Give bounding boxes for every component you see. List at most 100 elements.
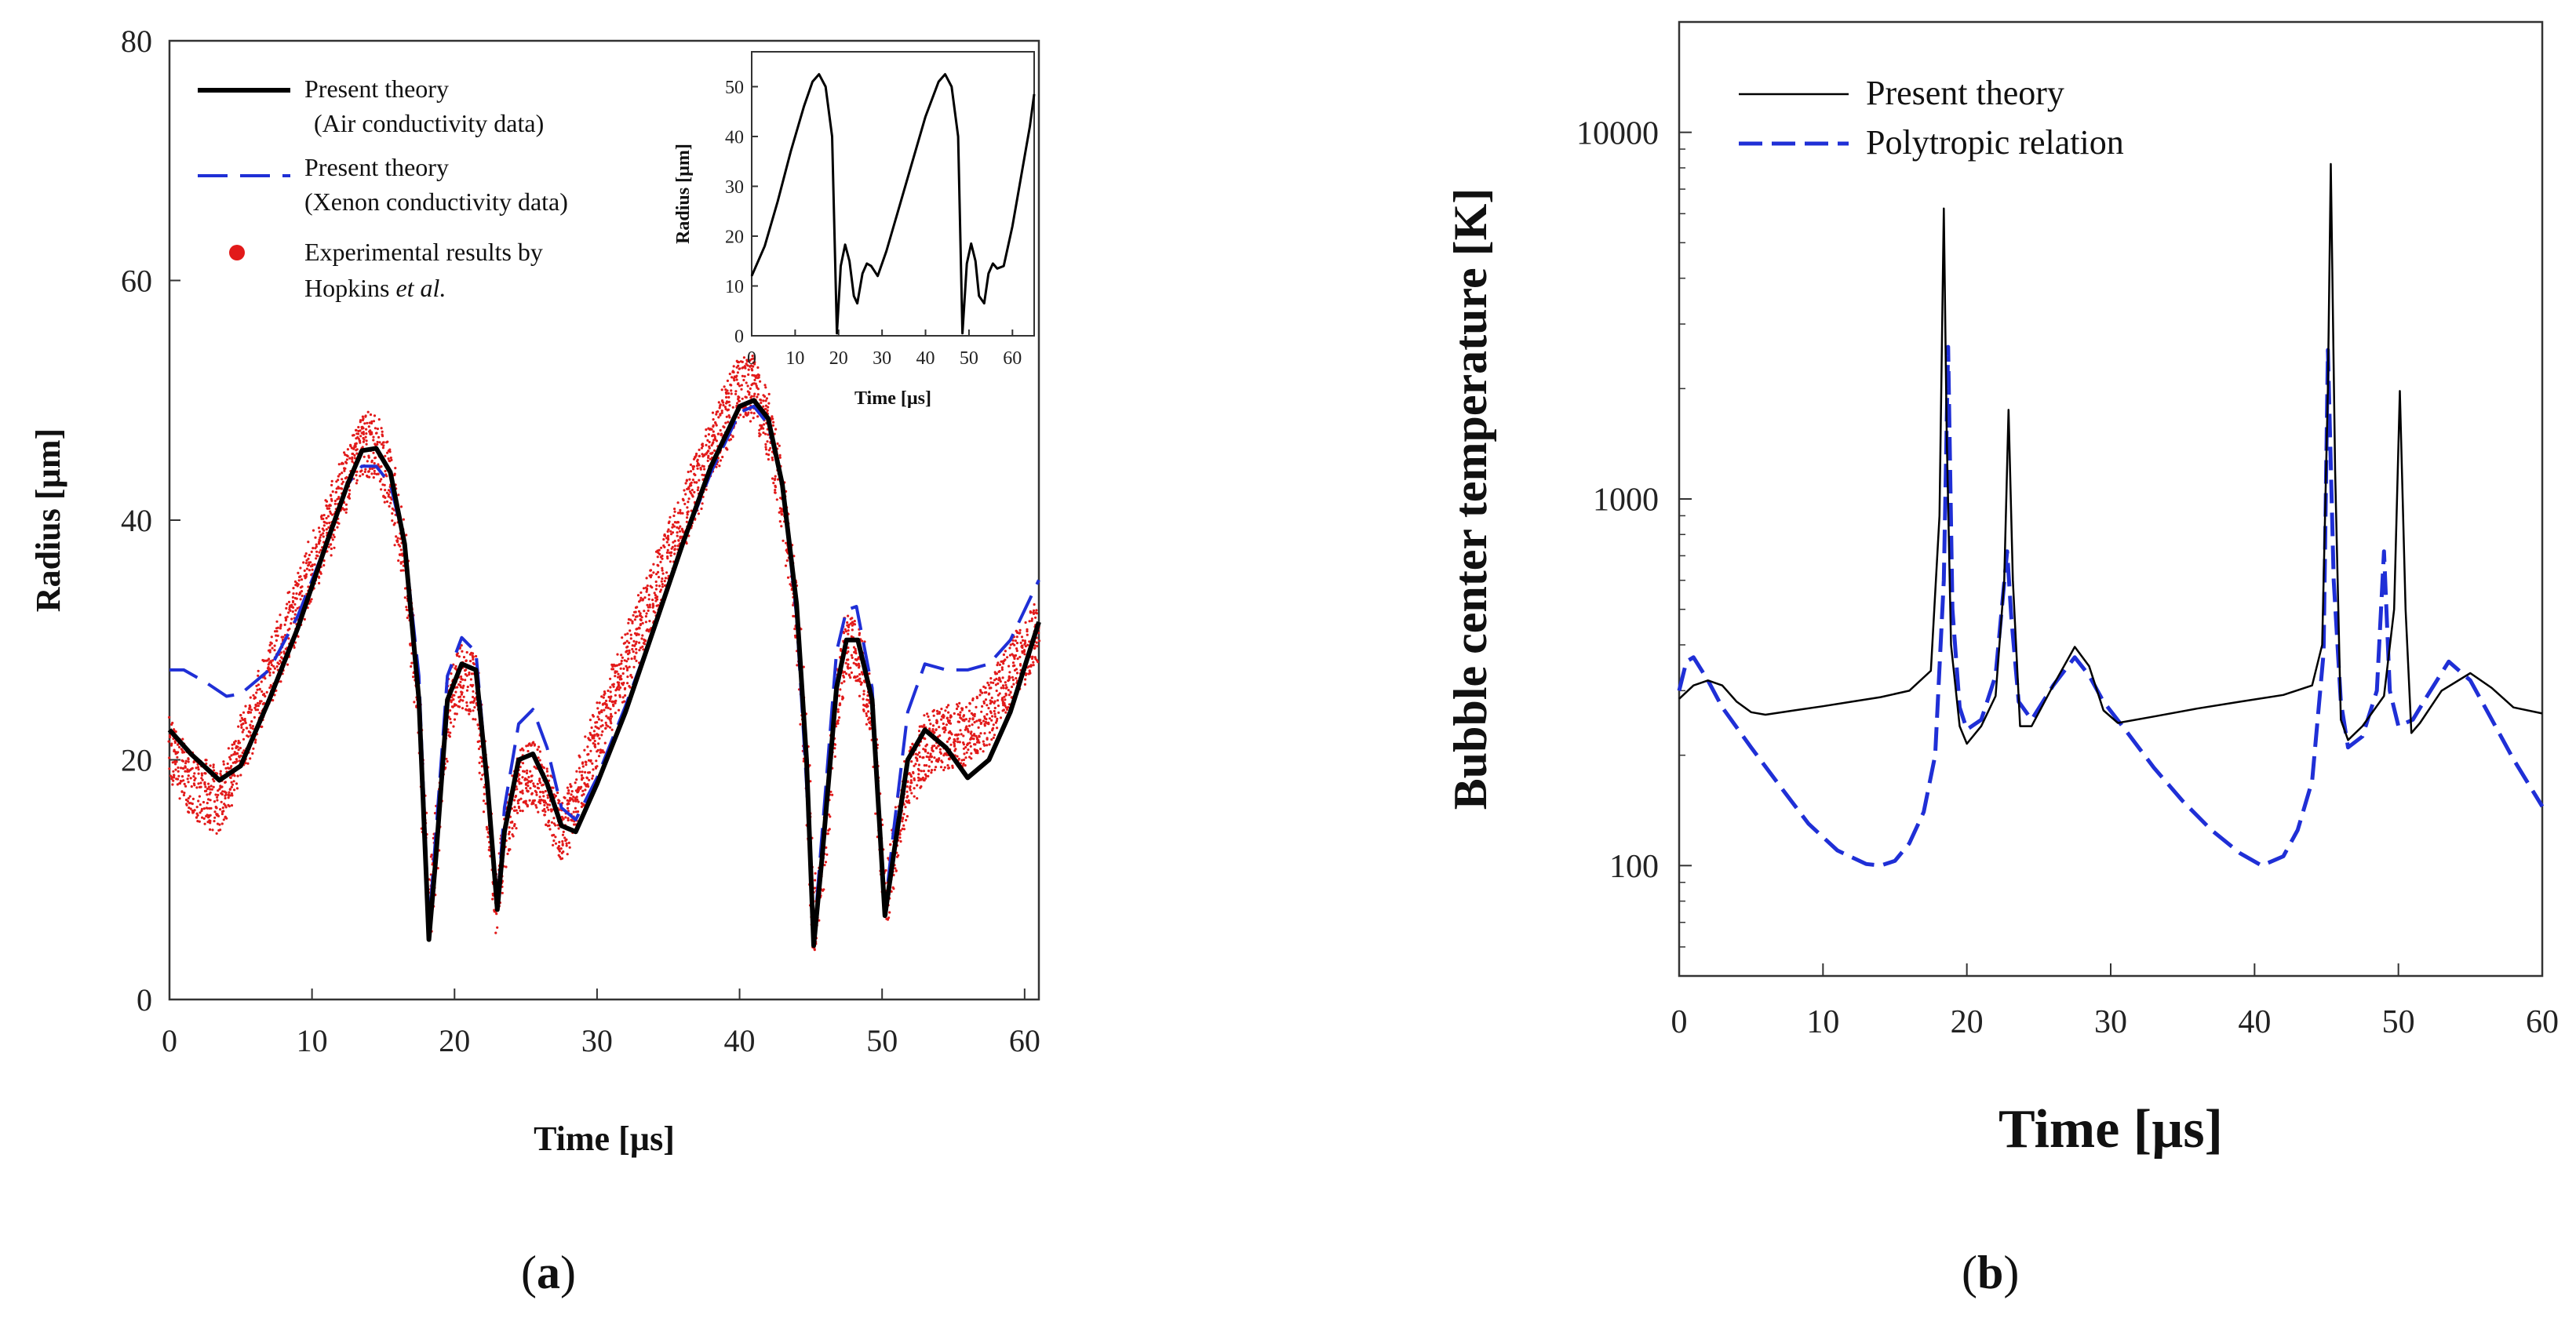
chart-a-experimental-point — [947, 766, 951, 770]
chart-a-experimental-point — [186, 799, 189, 803]
chart-a-experimental-point — [362, 427, 365, 430]
chart-a-experimental-point — [550, 821, 554, 824]
chart-a-experimental-point — [764, 404, 768, 407]
chart-a-experimental-point — [213, 780, 216, 783]
chart-a-experimental-point — [267, 666, 270, 669]
chart-a-experimental-point — [461, 707, 465, 710]
chart-a-experimental-point — [249, 711, 253, 714]
chart-a-experimental-point — [357, 437, 360, 440]
chart-a-experimental-point — [486, 836, 490, 839]
chart-a-experimental-point — [220, 800, 223, 803]
chart-a-experimental-point — [215, 832, 218, 835]
chart-a-experimental-point — [305, 559, 308, 562]
chart-a-experimental-point — [235, 787, 239, 790]
chart-a-experimental-point — [511, 821, 514, 824]
chart-a-experimental-point — [902, 816, 905, 819]
chart-a-experimental-point — [380, 478, 383, 481]
chart-a-experimental-point — [173, 760, 176, 763]
chart-a-experimental-point — [290, 622, 293, 625]
chart-a-experimental-point — [998, 692, 1001, 695]
chart-a-experimental-point — [460, 693, 464, 696]
chart-a-experimental-point — [838, 716, 841, 719]
chart-a-experimental-point — [585, 763, 588, 766]
chart-a-experimental-point — [968, 741, 971, 745]
chart-a-experimental-point — [747, 373, 750, 377]
chart-a-experimental-point — [584, 735, 587, 738]
chart-a-experimental-point — [213, 816, 217, 819]
chart-a-experimental-point — [959, 716, 962, 719]
chart-a-experimental-point — [594, 766, 598, 770]
chart-a-experimental-point — [997, 661, 1000, 664]
chart-a-experimental-point — [842, 674, 845, 677]
chart-a-experimental-point — [461, 691, 464, 694]
chart-a-experimental-point — [399, 569, 403, 572]
chart-a-experimental-point — [348, 489, 352, 492]
chart-a-experimental-point — [330, 543, 333, 546]
chart-a-experimental-point — [601, 749, 604, 752]
chart-a-experimental-point — [230, 785, 233, 788]
chart-a-experimental-point — [992, 736, 995, 740]
chart-a-experimental-point — [926, 712, 929, 715]
chart-a-experimental-point — [319, 548, 322, 552]
chart-a-experimental-point — [697, 486, 700, 490]
chart-a-experimental-point — [657, 570, 660, 574]
chart-a-experimental-point — [271, 659, 275, 662]
chart-a-experimental-point — [616, 653, 619, 656]
chart-a-experimental-point — [626, 675, 629, 679]
chart-a-experimental-point — [944, 728, 947, 732]
chart-a-experimental-point — [389, 501, 392, 504]
chart-a-experimental-point — [552, 786, 555, 789]
chart-a-experimental-point — [252, 694, 255, 697]
chart-a-experimental-point — [767, 402, 771, 405]
chart-a-experimental-point — [522, 770, 525, 773]
chart-a-experimental-point — [704, 435, 708, 438]
chart-a-experimental-point — [292, 587, 295, 590]
chart-a-experimental-point — [191, 797, 195, 801]
chart-a-experimental-point — [573, 823, 576, 826]
chart-a-experimental-point — [977, 739, 980, 742]
chart-a-experimental-point — [643, 596, 647, 599]
chart-a-experimental-point — [607, 695, 610, 699]
chart-a-experimental-point — [626, 682, 629, 685]
chart-a-experimental-point — [639, 599, 642, 602]
chart-a-experimental-point — [702, 464, 705, 468]
chart-a-experimental-point — [782, 539, 785, 542]
chart-a-experimental-point — [778, 520, 782, 523]
chart-a-experimental-point — [1004, 706, 1007, 709]
chart-a-experimental-point — [355, 448, 359, 451]
chart-a-experimental-point — [966, 743, 969, 747]
chart-a-experimental-point — [304, 573, 308, 576]
chart-a-experimental-point — [1033, 656, 1037, 659]
chart-a-experimental-point — [275, 627, 279, 630]
chart-a-experimental-point — [315, 550, 319, 553]
chart-a-experimental-point — [473, 706, 476, 709]
chart-a-experimental-point — [970, 757, 973, 760]
chart-a-experimental-point — [305, 567, 308, 570]
chart-a-experimental-point — [588, 738, 591, 741]
chart-a-inset-ytick-label: 30 — [725, 177, 744, 198]
chart-a-experimental-point — [750, 384, 753, 387]
chart-a-experimental-point — [412, 675, 415, 679]
chart-a-experimental-point — [574, 810, 578, 814]
chart-a-experimental-point — [253, 715, 256, 719]
chart-a-experimental-point — [946, 716, 949, 720]
chart-a-experimental-point — [388, 504, 391, 508]
chart-a-experimental-point — [268, 649, 271, 652]
chart-a-experimental-point — [744, 411, 747, 414]
chart-a-experimental-point — [645, 588, 649, 592]
chart-a-experimental-point — [477, 747, 481, 751]
chart-a-experimental-point — [456, 686, 459, 689]
chart-a-experimental-point — [209, 799, 212, 802]
chart-a-experimental-point — [372, 420, 376, 423]
chart-a-experimental-point — [383, 501, 386, 504]
chart-a-experimental-point — [319, 539, 322, 542]
chart-a-experimental-point — [373, 469, 376, 473]
chart-a-experimental-point — [328, 521, 331, 525]
chart-a-experimental-point — [906, 780, 909, 783]
chart-a-experimental-point — [673, 540, 676, 543]
chart-a-experimental-point — [534, 785, 537, 788]
chart-a-experimental-point — [752, 395, 756, 398]
chart-a-experimental-point — [969, 745, 972, 748]
chart-a-experimental-point — [988, 717, 991, 720]
chart-a-experimental-point — [867, 710, 870, 713]
